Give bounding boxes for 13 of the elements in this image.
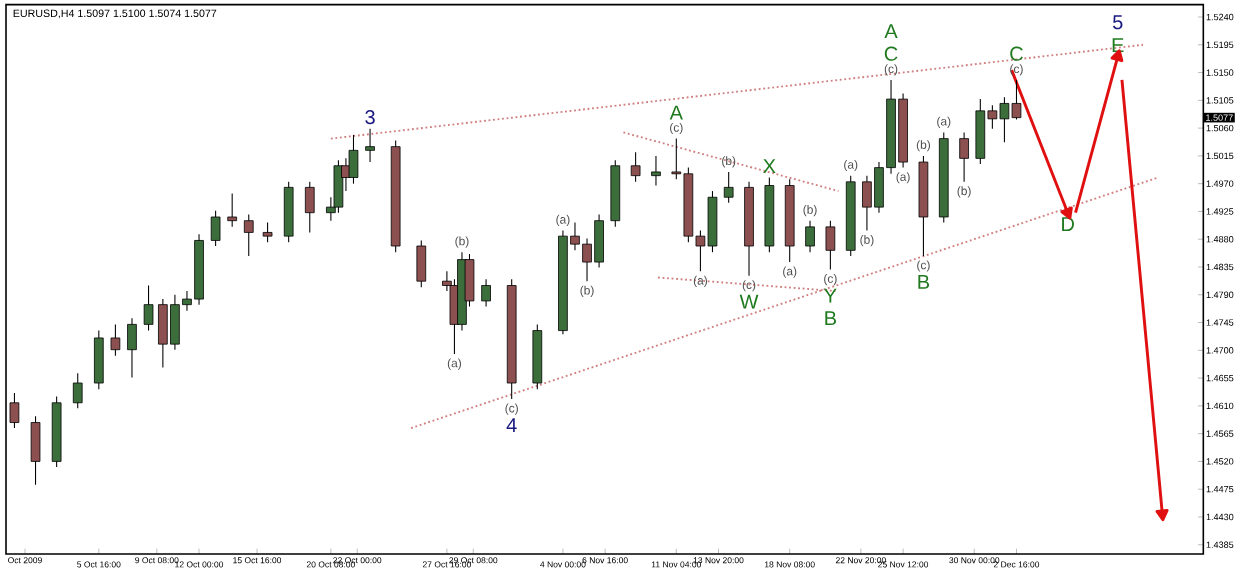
annotation: C [884,46,898,61]
annotation: C [1010,46,1023,61]
annotation: B [825,311,837,326]
annotation: W [739,294,759,309]
annotation: X [763,159,776,173]
annotation: B [918,275,930,289]
annotation: D [1062,217,1074,231]
annotation: 4 [506,418,517,433]
annotation: 5 [1112,15,1123,30]
annotation: A [669,105,683,120]
annotation: A [884,24,898,39]
annotation: Y [824,288,837,303]
annotation: 3 [365,110,375,125]
